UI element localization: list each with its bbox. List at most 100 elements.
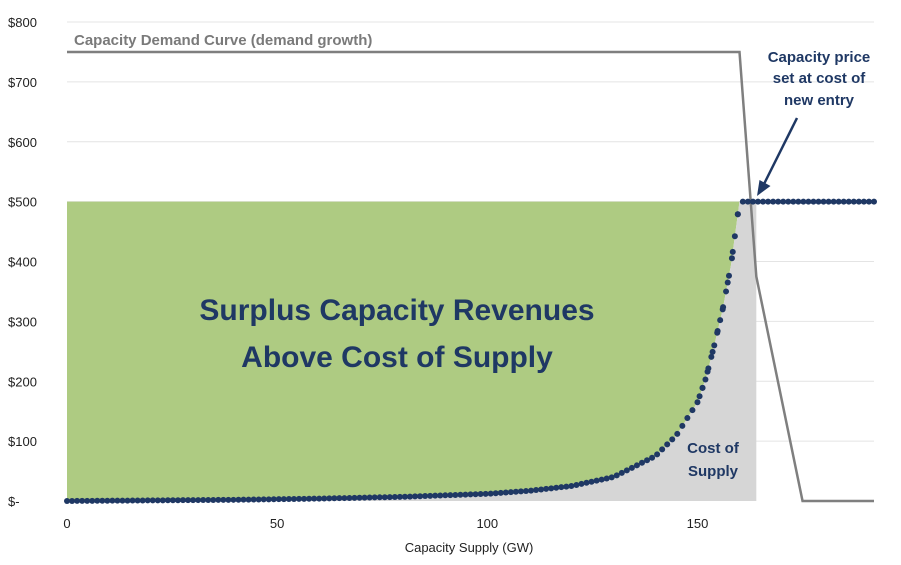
supply-point bbox=[265, 496, 272, 503]
supply-point bbox=[311, 495, 318, 502]
supply-point bbox=[119, 497, 126, 504]
supply-point bbox=[447, 492, 454, 499]
supply-point bbox=[568, 483, 575, 490]
supply-point bbox=[225, 496, 232, 503]
supply-point bbox=[825, 198, 832, 205]
supply-point bbox=[220, 496, 227, 503]
supply-point bbox=[190, 497, 197, 504]
supply-point bbox=[174, 497, 181, 504]
supply-point bbox=[230, 496, 237, 503]
supply-point bbox=[563, 483, 570, 490]
supply-point bbox=[820, 198, 827, 205]
supply-point bbox=[502, 489, 509, 496]
supply-point bbox=[717, 317, 724, 324]
supply-point bbox=[705, 365, 712, 372]
supply-point bbox=[215, 496, 222, 503]
supply-point bbox=[255, 496, 262, 503]
x-tick-label: 50 bbox=[270, 516, 284, 531]
supply-point bbox=[598, 476, 605, 483]
supply-point bbox=[749, 198, 756, 205]
supply-point bbox=[159, 497, 166, 504]
supply-point bbox=[517, 488, 524, 495]
supply-point bbox=[326, 495, 333, 502]
supply-point bbox=[714, 329, 721, 336]
supply-point bbox=[731, 233, 738, 240]
supply-point bbox=[452, 491, 459, 498]
supply-point bbox=[422, 493, 429, 500]
supply-point bbox=[855, 198, 862, 205]
supply-point bbox=[840, 198, 847, 205]
supply-point bbox=[432, 492, 439, 499]
supply-point bbox=[720, 304, 727, 311]
supply-point bbox=[699, 384, 706, 391]
supply-point bbox=[724, 279, 731, 286]
supply-point bbox=[129, 497, 136, 504]
supply-point bbox=[709, 348, 716, 355]
supply-point bbox=[664, 441, 671, 448]
y-tick-label: $600 bbox=[8, 135, 37, 150]
supply-point bbox=[316, 495, 323, 502]
supply-point bbox=[633, 462, 640, 469]
supply-point bbox=[583, 479, 590, 486]
supply-point bbox=[533, 487, 540, 494]
supply-point bbox=[331, 495, 338, 502]
cost-of-supply-label: Cost of Supply bbox=[687, 440, 740, 480]
supply-point bbox=[603, 475, 610, 482]
supply-point bbox=[134, 497, 141, 504]
supply-point bbox=[654, 451, 661, 458]
supply-point bbox=[361, 494, 368, 501]
supply-point bbox=[723, 288, 730, 295]
supply-point bbox=[104, 497, 111, 504]
supply-point bbox=[154, 497, 161, 504]
cost-label-line-1: Cost of bbox=[687, 440, 740, 457]
supply-point bbox=[321, 495, 328, 502]
supply-point bbox=[679, 422, 686, 429]
supply-point bbox=[487, 490, 494, 497]
supply-point bbox=[588, 478, 595, 485]
supply-point bbox=[770, 198, 777, 205]
supply-point bbox=[301, 495, 308, 502]
y-tick-label: $800 bbox=[8, 15, 37, 30]
supply-point bbox=[850, 198, 857, 205]
supply-point bbox=[845, 198, 852, 205]
callout-label: Capacity price set at cost of new entry bbox=[768, 49, 871, 109]
supply-point bbox=[185, 497, 192, 504]
supply-point bbox=[164, 497, 171, 504]
supply-point bbox=[477, 491, 484, 498]
supply-point bbox=[386, 494, 393, 501]
supply-point bbox=[725, 272, 732, 279]
supply-point bbox=[795, 198, 802, 205]
supply-point bbox=[728, 255, 735, 262]
supply-point bbox=[200, 497, 207, 504]
supply-point bbox=[729, 248, 736, 255]
supply-point bbox=[109, 497, 116, 504]
supply-point bbox=[195, 497, 202, 504]
supply-point bbox=[765, 198, 772, 205]
supply-point bbox=[507, 489, 514, 496]
cost-label-line-2: Supply bbox=[688, 463, 739, 480]
supply-point bbox=[114, 497, 121, 504]
supply-point bbox=[427, 492, 434, 499]
y-tick-label: $700 bbox=[8, 75, 37, 90]
supply-point bbox=[250, 496, 257, 503]
supply-point bbox=[835, 198, 842, 205]
supply-point bbox=[522, 488, 529, 495]
supply-point bbox=[512, 488, 519, 495]
supply-point bbox=[260, 496, 267, 503]
supply-point bbox=[270, 496, 277, 503]
supply-point bbox=[780, 198, 787, 205]
supply-point bbox=[74, 497, 81, 504]
supply-point bbox=[417, 493, 424, 500]
supply-point bbox=[351, 494, 358, 501]
supply-point bbox=[800, 198, 807, 205]
supply-point bbox=[94, 497, 101, 504]
supply-point bbox=[169, 497, 176, 504]
supply-point bbox=[830, 198, 837, 205]
supply-point bbox=[290, 495, 297, 502]
x-axis-title: Capacity Supply (GW) bbox=[405, 540, 534, 555]
supply-point bbox=[306, 495, 313, 502]
y-tick-label: $300 bbox=[8, 314, 37, 329]
x-tick-label: 100 bbox=[476, 516, 498, 531]
supply-point bbox=[492, 490, 499, 497]
